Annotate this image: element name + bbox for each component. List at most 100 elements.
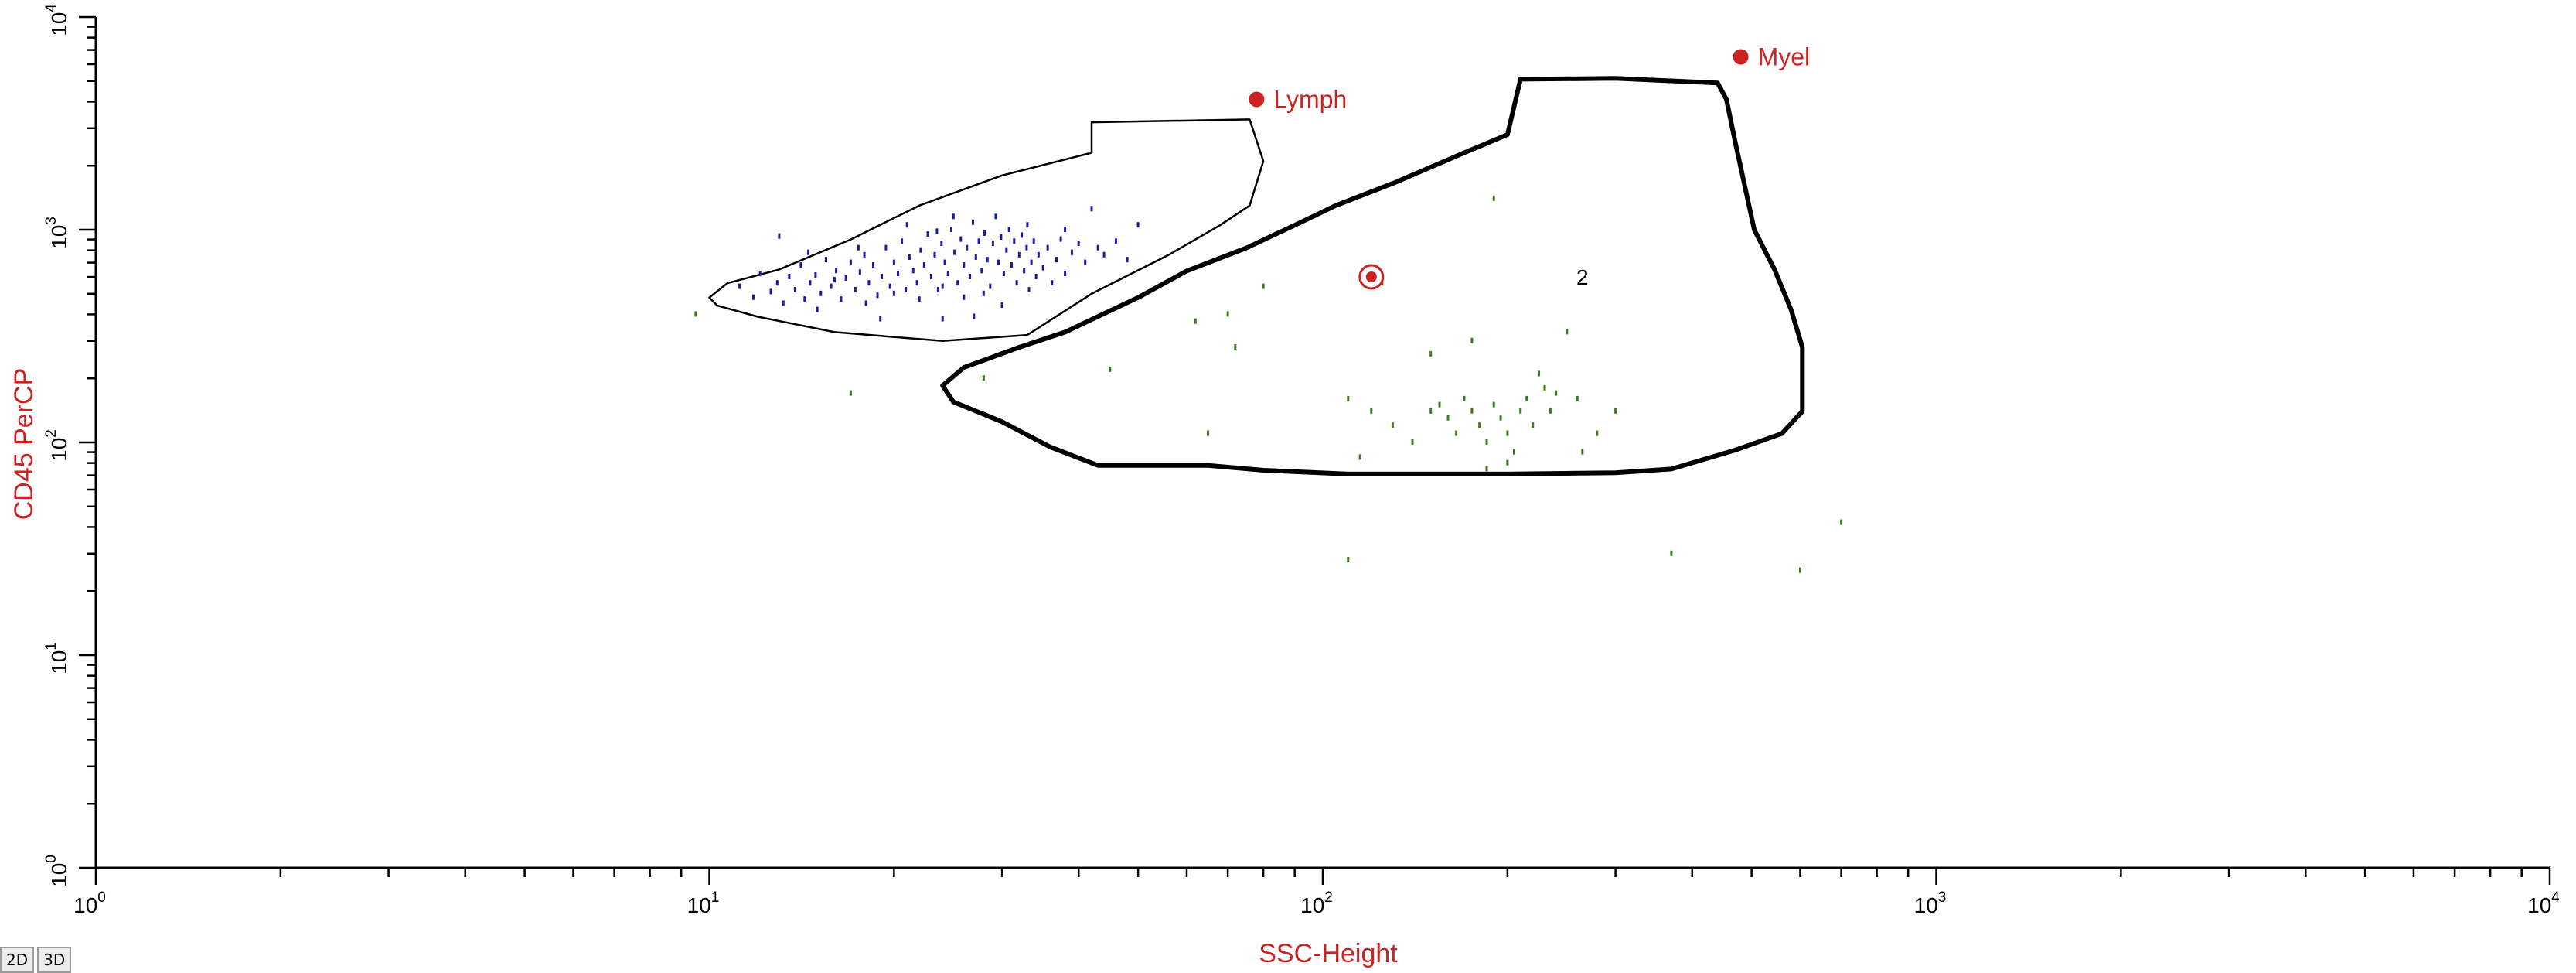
data-point [1071, 249, 1073, 255]
data-point [825, 257, 827, 263]
data-point [1596, 430, 1599, 436]
data-point [1109, 366, 1112, 372]
data-point [1525, 395, 1528, 401]
data-point [819, 290, 823, 296]
data-point [888, 283, 891, 289]
data-point [918, 296, 921, 302]
data-point [926, 231, 929, 237]
data-point [892, 259, 895, 265]
data-point [982, 375, 985, 381]
data-point [782, 300, 785, 306]
data-point [1126, 257, 1129, 263]
view-mode-toolbar: 2D 3D [0, 947, 72, 973]
data-point [994, 213, 997, 220]
gate-markers-layer: Lymph Myel 2 [1249, 43, 1810, 290]
data-point [752, 294, 755, 300]
data-point [1037, 251, 1040, 258]
gate-lymph-label: Lymph [1273, 85, 1347, 113]
data-point [963, 262, 966, 268]
data-point [1041, 265, 1044, 271]
data-point [884, 244, 888, 251]
data-point [867, 280, 871, 286]
series-lymph [738, 206, 1140, 322]
data-point [1549, 408, 1552, 414]
data-point [1478, 422, 1481, 428]
data-point [788, 274, 791, 279]
y-tick-label: 102 [43, 429, 71, 462]
data-point [1005, 247, 1008, 253]
data-point [1455, 430, 1458, 436]
data-point [1102, 251, 1106, 258]
data-point [1226, 311, 1229, 317]
data-point [1506, 430, 1509, 436]
y-tick-label: 104 [43, 4, 71, 36]
data-point [775, 280, 779, 286]
data-point [1538, 370, 1540, 377]
data-point [972, 219, 974, 225]
data-point [973, 313, 976, 319]
data-point [905, 222, 908, 228]
data-point [1429, 350, 1433, 357]
data-point [1799, 567, 1801, 573]
data-point [974, 254, 977, 260]
data-point [991, 241, 994, 246]
data-point [881, 274, 883, 279]
data-point [1025, 244, 1028, 251]
data-point [844, 275, 847, 281]
data-point [758, 271, 762, 277]
data-point [1347, 395, 1350, 401]
data-point [919, 247, 922, 253]
data-point [1034, 274, 1038, 279]
data-point [930, 274, 932, 279]
data-point [1492, 401, 1495, 408]
data-point [1543, 384, 1546, 391]
data-point [1021, 232, 1024, 238]
data-point [778, 233, 781, 239]
data-point [1370, 408, 1373, 414]
y-tick-label: 101 [43, 642, 71, 674]
x-tick-label: 100 [73, 889, 106, 917]
data-point [946, 271, 949, 277]
data-point [941, 316, 944, 322]
data-point [816, 306, 819, 312]
data-point [1046, 244, 1049, 251]
data-point [1470, 408, 1474, 414]
data-point [1013, 238, 1016, 244]
view-3d-button[interactable]: 3D [37, 947, 72, 973]
data-point [941, 283, 944, 289]
data-point [1840, 519, 1843, 525]
data-point [1064, 271, 1067, 277]
y-axis-title: CD45 PerCP [9, 368, 39, 521]
data-point [1492, 195, 1495, 201]
data-point [1485, 439, 1488, 445]
data-point [879, 316, 882, 322]
data-point [959, 236, 963, 242]
data-point [943, 259, 946, 265]
data-point [1000, 234, 1003, 240]
data-point [1566, 329, 1569, 335]
gate-center-label: 2 [1576, 265, 1589, 289]
data-point [1576, 395, 1579, 401]
x-tick-label: 101 [687, 889, 720, 917]
data-point [1532, 422, 1535, 428]
data-point [809, 280, 812, 286]
data-point [901, 238, 904, 244]
data-point [908, 254, 911, 260]
data-point [922, 262, 925, 268]
data-point [769, 288, 772, 295]
data-point [1023, 268, 1026, 274]
data-point [1581, 449, 1584, 455]
y-tick-label: 103 [43, 217, 71, 249]
data-point [863, 251, 866, 258]
view-2d-button[interactable]: 2D [0, 947, 35, 973]
points-layer [694, 195, 1843, 573]
y-tick-label: 100 [43, 855, 71, 887]
data-point [840, 296, 843, 302]
data-point [1470, 337, 1474, 343]
data-point [1017, 251, 1021, 258]
data-point [956, 280, 959, 286]
data-point [854, 287, 857, 293]
data-point [1010, 262, 1013, 268]
data-point [738, 283, 741, 289]
